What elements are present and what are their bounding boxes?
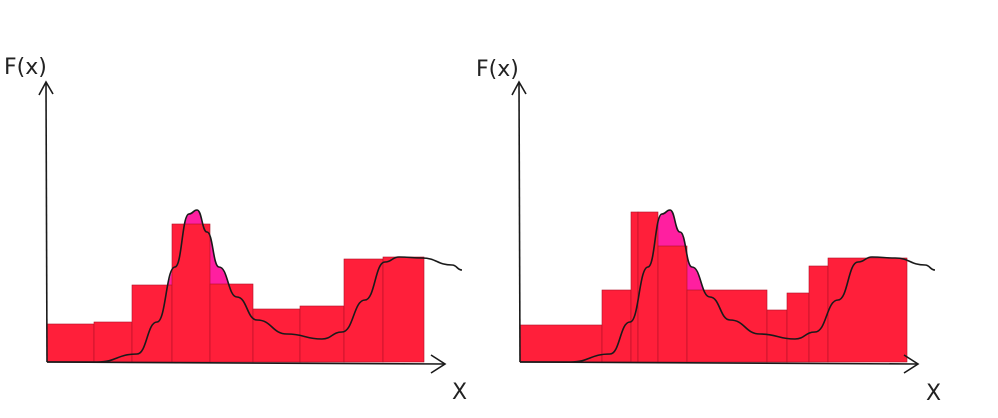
left-rectangles [46,210,425,363]
left-curve [46,209,463,363]
riemann-rect-4 [657,245,688,363]
right-axes [511,80,920,374]
riemann-rect-3 [171,223,211,363]
riemann-rect-8 [808,265,829,363]
right-panel: F(x) X [476,57,941,406]
right-curve [519,209,936,363]
right-x-axis-label: X [926,381,941,406]
left-panel: F(x) X [4,55,467,405]
riemann-rect-4 [209,283,254,363]
left-x-axis [46,361,445,365]
riemann-rect-5 [252,308,301,363]
riemann-rect-0 [46,323,95,363]
left-x-axis-label: X [452,380,467,405]
right-x-axis [519,361,918,365]
riemann-rect-6 [299,305,345,363]
right-x-arrow [903,354,920,374]
riemann-rect-1 [93,321,133,363]
riemann-rect-1 [601,289,632,363]
riemann-rect-5 [686,289,768,363]
right-rectangles [519,210,908,363]
left-x-arrow [430,354,447,374]
left-y-axis [45,82,48,363]
left-y-arrow [38,80,54,96]
riemann-rect-8 [382,256,425,363]
right-y-axis [518,82,521,363]
riemann-rect-2 [630,211,639,363]
riemann-rect-0 [519,324,603,363]
riemann-rect-9 [827,257,908,363]
left-y-axis-label: F(x) [4,55,47,80]
left-axes [38,80,447,374]
riemann-rect-7 [786,292,810,363]
right-y-arrow [511,80,527,96]
right-y-axis-label: F(x) [476,57,519,82]
